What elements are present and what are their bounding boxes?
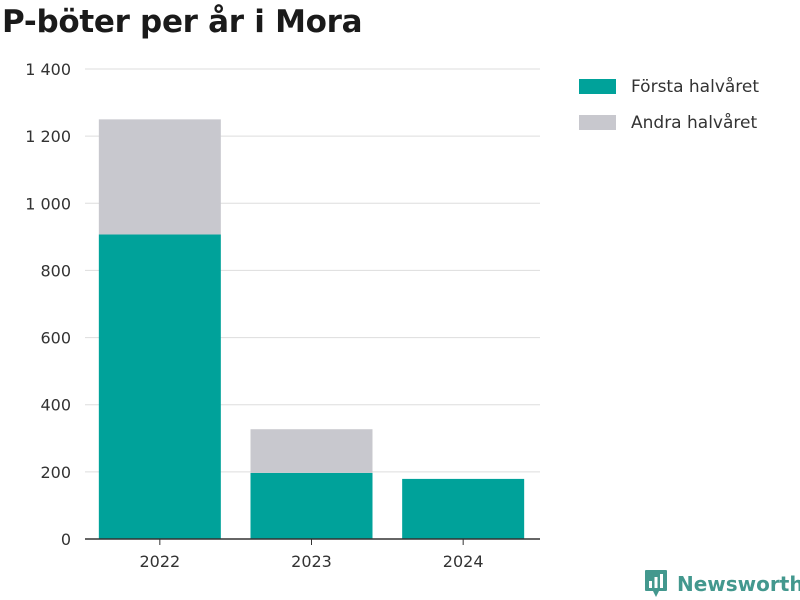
legend-item-first-half: Första halvåret (579, 74, 759, 99)
y-tick-label: 400 (40, 396, 71, 415)
chart-title: P-böter per år i Mora (2, 4, 363, 40)
y-tick-label: 1 400 (25, 60, 71, 79)
y-tick-label: 600 (40, 329, 71, 348)
bar-first-half (402, 478, 525, 539)
newsworthy-brand: Newsworthy (644, 569, 800, 599)
y-tick-label: 0 (61, 530, 71, 549)
y-tick-label: 1 200 (25, 127, 71, 146)
x-tick-label: 2022 (139, 552, 180, 571)
bar-first-half (250, 472, 373, 539)
legend-swatch-second-half (579, 115, 616, 130)
y-tick-label: 1 000 (25, 194, 71, 213)
x-tick-label: 2023 (291, 552, 332, 571)
bar-first-half (98, 234, 221, 539)
legend-item-second-half: Andra halvåret (579, 110, 759, 135)
chart-legend: Första halvåret Andra halvåret (579, 74, 759, 146)
legend-label-first-half: Första halvåret (631, 76, 760, 97)
y-tick-label: 800 (40, 261, 71, 280)
legend-label-second-half: Andra halvåret (631, 112, 758, 133)
newsworthy-logo-icon (645, 570, 667, 597)
newsworthy-brand-name: Newsworthy (677, 572, 800, 596)
bar-second-half (98, 119, 221, 235)
bar-second-half (250, 429, 373, 473)
y-tick-label: 200 (40, 463, 71, 482)
x-tick-label: 2024 (443, 552, 484, 571)
legend-swatch-first-half (579, 79, 616, 94)
